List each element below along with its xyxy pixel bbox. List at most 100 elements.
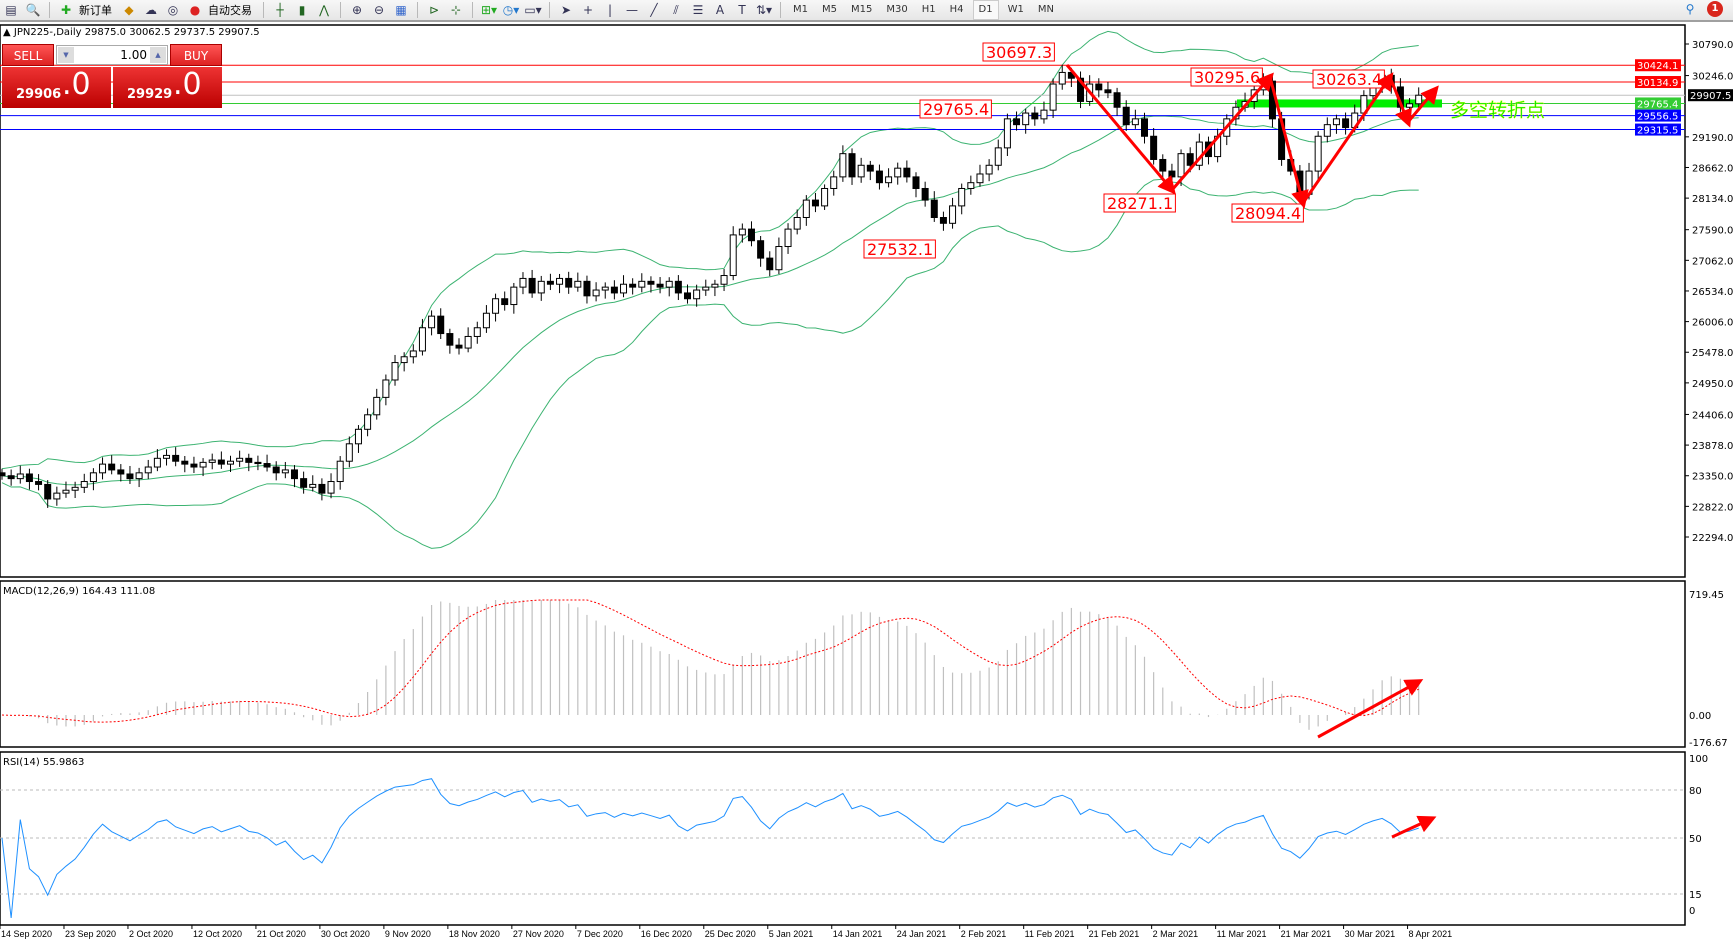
lot-increase-icon[interactable]: ▲ [150, 47, 166, 63]
vertical-line-icon[interactable]: | [607, 3, 613, 17]
candle-body [62, 489, 70, 494]
zoom-out-icon[interactable]: ⊖ [373, 3, 385, 17]
candle-body [345, 443, 353, 462]
candle [976, 164, 984, 187]
timeframe-m1[interactable]: M1 [793, 4, 808, 15]
price-axis-label: 28662.0 [1692, 163, 1733, 174]
candle-body [172, 454, 180, 462]
candle-body [729, 234, 737, 277]
candlestick-icon[interactable]: ▮ [298, 3, 306, 17]
candle-body [318, 483, 326, 494]
annotation-text: 30697.3 [986, 43, 1052, 62]
candle-body [336, 460, 344, 483]
timeframe-mn[interactable]: MN [1037, 4, 1054, 15]
timeframe-w1[interactable]: W1 [1007, 4, 1024, 15]
candle [912, 172, 920, 198]
candle [418, 318, 426, 356]
lot-size-stepper[interactable]: ▼ 1.00 ▲ [56, 45, 168, 65]
candle-body [1406, 103, 1414, 108]
trendline-icon[interactable]: ╱ [650, 3, 658, 17]
date-axis-label: 30 Mar 2021 [1345, 929, 1396, 939]
candle [1077, 71, 1085, 109]
new-order-icon[interactable]: ✚ [60, 3, 72, 17]
candle [300, 471, 308, 494]
candle [35, 474, 43, 491]
arrows-icon[interactable]: ⇅▾ [755, 3, 773, 17]
timeframe-d1[interactable]: D1 [972, 0, 999, 20]
candle-body [601, 286, 609, 291]
crosshair-icon[interactable]: + [582, 3, 594, 17]
candle [684, 284, 691, 304]
price-axis-label: 27062.0 [1692, 256, 1733, 267]
candle [747, 221, 755, 247]
auto-trading-icon[interactable]: ● [189, 3, 201, 17]
candle-body [1168, 170, 1176, 178]
candle-body [747, 228, 755, 242]
chart-shift-icon[interactable]: ⊳ [428, 3, 440, 17]
horizontal-line-icon[interactable]: — [626, 3, 638, 17]
line-chart-icon[interactable]: ⋀ [319, 3, 329, 17]
sell-button[interactable]: SELL [2, 44, 54, 66]
tile-windows-icon[interactable]: ▦ [395, 3, 407, 17]
candle-body [117, 469, 125, 475]
candle-body [382, 379, 390, 398]
navigator-icon[interactable]: ☁ [145, 3, 157, 17]
market-watch-icon[interactable]: ◆ [124, 3, 134, 17]
candle [428, 310, 436, 336]
candle [25, 468, 33, 490]
sell-price[interactable]: 29906 .0 [2, 67, 111, 108]
candle-body [1122, 106, 1130, 126]
new-order-button[interactable]: 新订单 [79, 4, 112, 17]
indicators-icon[interactable]: ⊞▾ [480, 3, 498, 17]
auto-trading-button[interactable]: 自动交易 [208, 4, 252, 17]
price-line-tag: 29556.5 [1635, 109, 1681, 123]
chart-symbol-ohlc: JPN225-,Daily 29875.0 30062.5 29737.5 29… [13, 27, 260, 38]
templates-icon[interactable]: ▭▾ [524, 3, 542, 17]
candle [44, 480, 52, 508]
timeframe-h1[interactable]: H1 [921, 4, 936, 15]
zoom-in-icon[interactable]: ⊕ [351, 3, 363, 17]
candle [693, 284, 701, 307]
candle-body [1159, 158, 1167, 172]
one-click-trading-panel: SELL ▼ 1.00 ▲ BUY 29906 .0 29929 .0 [2, 44, 222, 108]
rsi-axis-label: 100 [1689, 754, 1708, 765]
autoscroll-icon[interactable]: ⊹ [450, 3, 462, 17]
timeframe-h4[interactable]: H4 [949, 4, 964, 15]
annotation-text: 28094.4 [1235, 204, 1301, 223]
buy-price[interactable]: 29929 .0 [113, 67, 222, 108]
signals-icon[interactable]: ◎ [167, 3, 179, 17]
timeframe-m15[interactable]: M15 [851, 4, 873, 15]
candle [400, 352, 408, 372]
new-chart-icon[interactable]: ▤ [5, 3, 17, 17]
cursor-icon[interactable]: ➤ [560, 3, 572, 17]
timeframe-m30[interactable]: M30 [886, 4, 908, 15]
candle [263, 454, 271, 472]
candle [875, 164, 883, 190]
lot-decrease-icon[interactable]: ▼ [58, 47, 74, 63]
candle-body [245, 457, 253, 463]
text-icon[interactable]: A [715, 3, 725, 17]
candle-body [1040, 109, 1048, 120]
candle-body [528, 277, 536, 294]
candle-body [912, 176, 920, 189]
buy-button[interactable]: BUY [170, 44, 222, 66]
candle-body [99, 463, 107, 474]
candle-body [1104, 89, 1112, 94]
equidistant-channel-icon[interactable]: ⫽ [673, 2, 679, 17]
periods-icon[interactable]: ◷▾ [502, 3, 520, 17]
notification-badge[interactable]: 1 [1707, 1, 1723, 17]
bar-chart-icon[interactable]: ┼ [276, 3, 284, 17]
candle [894, 162, 902, 185]
fibonacci-icon[interactable]: ☰ [692, 3, 704, 17]
candle [610, 280, 618, 300]
timeframe-m5[interactable]: M5 [822, 4, 837, 15]
text-label-icon[interactable]: T [738, 3, 746, 17]
candle [939, 211, 947, 231]
candle [290, 465, 298, 488]
zoom-window-icon[interactable]: 🔍 [25, 3, 41, 17]
candle [811, 192, 819, 213]
candle [281, 461, 289, 479]
lot-size-input[interactable]: 1.00 [120, 48, 147, 62]
search-icon[interactable]: ⚲ [1685, 2, 1695, 16]
